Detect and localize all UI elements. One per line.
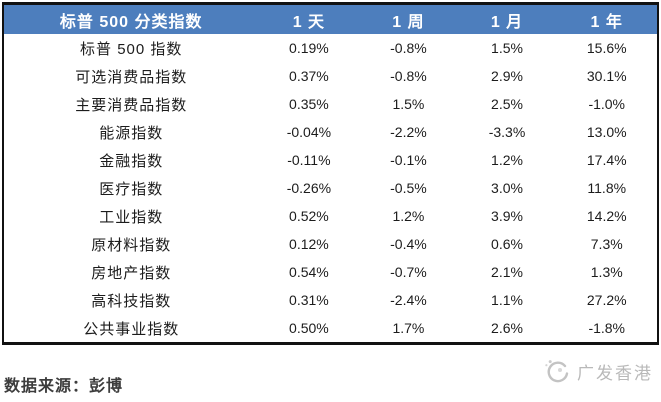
row-label: 房地产指数 xyxy=(3,258,259,286)
cell-1week: -0.7% xyxy=(359,258,458,286)
row-label: 金融指数 xyxy=(3,146,259,174)
cell-1year: -1.0% xyxy=(556,90,658,118)
row-label: 原材料指数 xyxy=(3,230,259,258)
cell-1year: 1.3% xyxy=(556,258,658,286)
table-row: 工业指数 0.52% 1.2% 3.9% 14.2% xyxy=(3,202,658,230)
cell-1month: 2.1% xyxy=(457,258,557,286)
cell-1month: 2.5% xyxy=(457,90,557,118)
row-label: 可选消费品指数 xyxy=(3,62,259,90)
cell-1month: 1.5% xyxy=(457,34,557,62)
row-label: 能源指数 xyxy=(3,118,259,146)
table-row: 金融指数 -0.11% -0.1% 1.2% 17.4% xyxy=(3,146,658,174)
row-label: 工业指数 xyxy=(3,202,259,230)
brand-logo: 广发香港 xyxy=(543,357,653,385)
cell-1day: 0.50% xyxy=(258,314,360,344)
cell-1week: -0.5% xyxy=(359,174,458,202)
table-header-row: 标普 500 分类指数 1 天 1 周 1 月 1 年 xyxy=(3,3,658,34)
cell-1year: 7.3% xyxy=(556,230,658,258)
cell-1week: 1.2% xyxy=(359,202,458,230)
cell-1year: 30.1% xyxy=(556,62,658,90)
cell-1week: -2.2% xyxy=(359,118,458,146)
col-header-1month: 1 月 xyxy=(457,3,557,34)
cell-1year: 17.4% xyxy=(556,146,658,174)
cell-1day: 0.35% xyxy=(258,90,360,118)
cell-1month: 0.6% xyxy=(457,230,557,258)
table-row: 可选消费品指数 0.37% -0.8% 2.9% 30.1% xyxy=(3,62,658,90)
cell-1day: 0.52% xyxy=(258,202,360,230)
cell-1month: 3.0% xyxy=(457,174,557,202)
table-row: 标普 500 指数 0.19% -0.8% 1.5% 15.6% xyxy=(3,34,658,62)
cell-1month: 3.9% xyxy=(457,202,557,230)
cell-1year: 15.6% xyxy=(556,34,658,62)
row-label: 标普 500 指数 xyxy=(3,34,259,62)
table-row: 高科技指数 0.31% -2.4% 1.1% 27.2% xyxy=(3,286,658,314)
table-row: 主要消费品指数 0.35% 1.5% 2.5% -1.0% xyxy=(3,90,658,118)
cell-1week: -0.8% xyxy=(359,34,458,62)
table-title: 标普 500 分类指数 xyxy=(3,3,259,34)
row-label: 主要消费品指数 xyxy=(3,90,259,118)
table-row: 原材料指数 0.12% -0.4% 0.6% 7.3% xyxy=(3,230,658,258)
cell-1week: -0.1% xyxy=(359,146,458,174)
cell-1day: 0.12% xyxy=(258,230,360,258)
cell-1year: 27.2% xyxy=(556,286,658,314)
cell-1year: 14.2% xyxy=(556,202,658,230)
sp500-sector-table: 标普 500 分类指数 1 天 1 周 1 月 1 年 标普 500 指数 0.… xyxy=(2,2,659,345)
row-label: 高科技指数 xyxy=(3,286,259,314)
table-row: 公共事业指数 0.50% 1.7% 2.6% -1.8% xyxy=(3,314,658,344)
data-source-label: 数据来源：彭博 xyxy=(4,378,124,395)
cell-1month: 2.9% xyxy=(457,62,557,90)
gf-logo-icon xyxy=(545,360,569,383)
row-label: 公共事业指数 xyxy=(3,314,259,344)
cell-1week: 1.5% xyxy=(359,90,458,118)
cell-1year: 13.0% xyxy=(556,118,658,146)
cell-1day: 0.31% xyxy=(258,286,360,314)
cell-1month: 1.1% xyxy=(457,286,557,314)
cell-1day: -0.11% xyxy=(258,146,360,174)
cell-1week: 1.7% xyxy=(359,314,458,344)
cell-1day: 0.37% xyxy=(258,62,360,90)
table-row: 能源指数 -0.04% -2.2% -3.3% 13.0% xyxy=(3,118,658,146)
cell-1month: 1.2% xyxy=(457,146,557,174)
cell-1day: 0.54% xyxy=(258,258,360,286)
col-header-1week: 1 周 xyxy=(359,3,458,34)
cell-1month: -3.3% xyxy=(457,118,557,146)
cell-1month: 2.6% xyxy=(457,314,557,344)
cell-1week: -0.4% xyxy=(359,230,458,258)
cell-1week: -2.4% xyxy=(359,286,458,314)
col-header-1year: 1 年 xyxy=(556,3,658,34)
cell-1year: -1.8% xyxy=(556,314,658,344)
cell-1day: 0.19% xyxy=(258,34,360,62)
col-header-1day: 1 天 xyxy=(258,3,360,34)
table-row: 医疗指数 -0.26% -0.5% 3.0% 11.8% xyxy=(3,174,658,202)
table-row: 房地产指数 0.54% -0.7% 2.1% 1.3% xyxy=(3,258,658,286)
cell-1day: -0.04% xyxy=(258,118,360,146)
row-label: 医疗指数 xyxy=(3,174,259,202)
brand-name: 广发香港 xyxy=(577,363,653,383)
cell-1week: -0.8% xyxy=(359,62,458,90)
cell-1day: -0.26% xyxy=(258,174,360,202)
cell-1year: 11.8% xyxy=(556,174,658,202)
